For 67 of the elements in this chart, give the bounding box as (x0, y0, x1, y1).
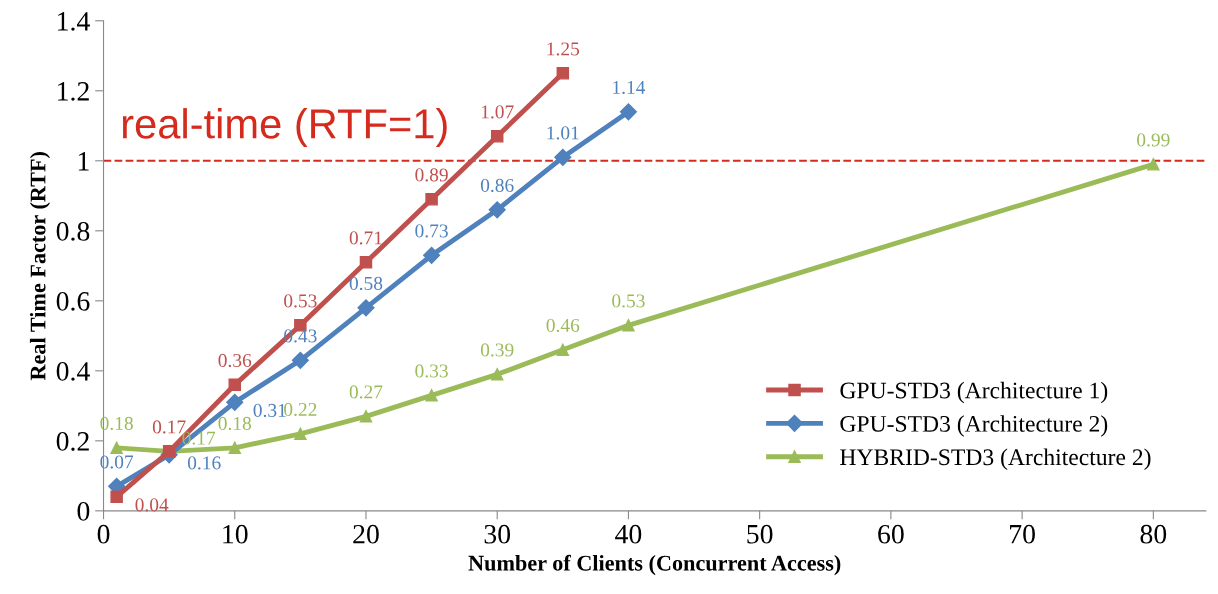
y-tick-label: 0.4 (56, 361, 90, 381)
point (1147, 158, 1160, 171)
data-label: 1.07 (481, 105, 514, 119)
y-tick-label: 0.2 (56, 432, 89, 451)
point (425, 193, 438, 206)
data-label: 0.27 (349, 385, 383, 399)
x-tick-label: 40 (615, 524, 642, 544)
data-label: 0.46 (546, 318, 580, 333)
y-tick-label: 0 (77, 502, 90, 521)
y-tick-label: 1.4 (58, 12, 90, 31)
data-label: 0.58 (349, 276, 383, 291)
ref-line-label: real-time (RTF=1) (122, 108, 447, 147)
data-label: 0.04 (135, 498, 169, 512)
data-label: 0.31 (253, 403, 286, 417)
point (110, 490, 123, 504)
x-axis-title: Number of Clients (Concurrent Access) (468, 554, 841, 576)
legend-label: GPU-STD3 (Architecture 1) (840, 381, 1108, 404)
x-tick-label: 60 (878, 524, 904, 544)
data-label: 0.36 (218, 353, 252, 368)
data-label: 0.89 (415, 168, 448, 182)
data-label: 0.33 (415, 364, 448, 378)
point (423, 246, 441, 264)
point (110, 441, 123, 455)
legend-label: HYBRID-STD3 (Architecture 2) (840, 448, 1151, 470)
point (490, 130, 504, 143)
data-label: 0.71 (349, 231, 382, 245)
x-tick-label: 50 (747, 524, 773, 544)
point (228, 378, 242, 392)
point (425, 389, 438, 402)
x-tick-label: 20 (353, 524, 379, 544)
point (294, 427, 307, 441)
point (554, 148, 572, 166)
legend-label: GPU-STD3 (Architecture 2) (840, 415, 1108, 437)
point (226, 393, 244, 411)
data-label: 0.73 (415, 224, 448, 238)
data-label: 0.39 (480, 343, 514, 357)
data-label: 0.16 (187, 456, 221, 470)
x-tick-label: 80 (1140, 524, 1167, 544)
data-label: 0.99 (1137, 133, 1170, 147)
data-label: 0.18 (218, 416, 252, 431)
x-tick-label: 0 (97, 524, 110, 544)
y-tick-label: 1 (78, 152, 89, 171)
y-tick-label: 1.2 (58, 82, 89, 101)
point (228, 441, 242, 455)
point (488, 201, 506, 219)
data-label: 0.53 (284, 294, 317, 308)
point (619, 103, 637, 121)
point (556, 67, 570, 80)
point (359, 256, 373, 269)
point (622, 319, 635, 332)
point (291, 351, 309, 369)
y-axis-title: Real Time Factor (RTF) (29, 152, 51, 381)
point (490, 368, 504, 381)
y-tick-label: 0.6 (56, 291, 90, 311)
y-tick-label: 0.8 (56, 221, 90, 241)
point (556, 343, 570, 357)
data-label: 1.14 (613, 80, 646, 95)
point (359, 410, 373, 423)
data-label: 0.86 (480, 178, 514, 193)
data-label: 1.01 (547, 126, 579, 140)
point (357, 299, 375, 317)
data-label: 0.53 (612, 294, 645, 308)
x-tick-label: 10 (223, 524, 248, 544)
x-tick-label: 30 (484, 524, 511, 544)
data-label: 1.25 (547, 42, 580, 56)
data-label: 0.22 (284, 402, 317, 417)
x-tick-label: 70 (1010, 524, 1035, 544)
